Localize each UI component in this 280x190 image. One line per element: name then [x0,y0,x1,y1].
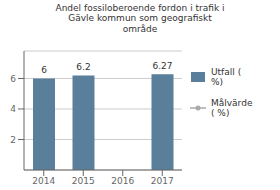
svg-text:4: 4 [10,104,16,114]
svg-text:2: 2 [10,135,16,145]
svg-text:6.27: 6.27 [152,61,172,71]
svg-text:2014: 2014 [32,176,55,186]
html-text:Andel fossiloberoende fordon i: Andel fossiloberoende fordon i trafik i … [55,3,225,34]
svg-text:2016: 2016 [111,176,134,186]
svg-text:2017: 2017 [151,176,174,186]
svg-text:6: 6 [41,65,47,75]
html-text:Målvärde ( %): Målvärde ( %) [211,97,253,118]
svg-text:6.2: 6.2 [76,62,90,72]
svg-text:6: 6 [10,74,16,84]
svg-text:2015: 2015 [72,176,95,186]
html-text:Utfall ( %): Utfall ( %) [211,67,242,88]
